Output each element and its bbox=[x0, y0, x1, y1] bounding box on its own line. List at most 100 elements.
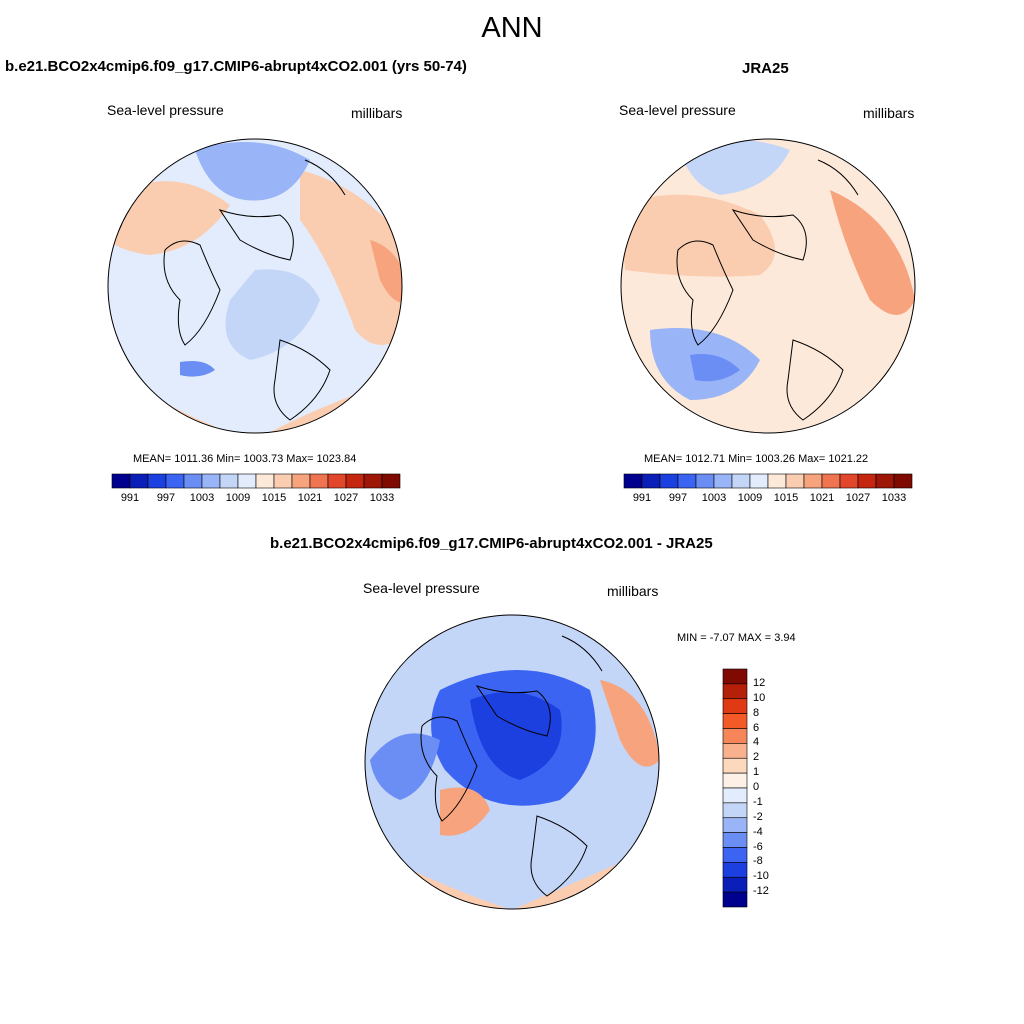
obs-colorbar bbox=[623, 473, 913, 489]
colorbar-swatch bbox=[722, 713, 748, 729]
colorbar-swatch bbox=[713, 473, 733, 489]
colorbar-tick-label: 1003 bbox=[189, 492, 215, 504]
colorbar-swatch bbox=[201, 473, 221, 489]
diff-stats: MIN = -7.07 MAX = 3.94 bbox=[677, 632, 796, 644]
colorbar-swatch bbox=[219, 473, 239, 489]
diff-colorbar bbox=[722, 668, 748, 908]
colorbar-swatch bbox=[722, 668, 748, 685]
colorbar-swatch bbox=[695, 473, 715, 489]
diff-map bbox=[365, 615, 659, 909]
colorbar-swatch bbox=[875, 473, 895, 489]
model-panel-title: b.e21.BCO2x4cmip6.f09_g17.CMIP6-abrupt4x… bbox=[5, 58, 467, 75]
colorbar-swatch bbox=[722, 802, 748, 819]
colorbar-swatch bbox=[363, 473, 383, 489]
colorbar-tick-label: 1027 bbox=[845, 492, 871, 504]
colorbar-swatch bbox=[722, 847, 748, 863]
obs-coastlines bbox=[676, 159, 859, 421]
model-coastlines bbox=[163, 159, 346, 421]
model-colorbar bbox=[111, 473, 401, 489]
model-map-border bbox=[107, 138, 403, 434]
colorbar-tick-label: 1021 bbox=[809, 492, 835, 504]
diff-field-southwest-high bbox=[440, 787, 490, 836]
colorbar-tick-label: 997 bbox=[668, 492, 688, 504]
colorbar-tick-label: 1027 bbox=[333, 492, 359, 504]
colorbar-swatch bbox=[722, 817, 748, 833]
colorbar-tick-label: 997 bbox=[156, 492, 176, 504]
colorbar-swatch bbox=[165, 473, 185, 489]
colorbar-tick-label: -2 bbox=[753, 810, 763, 823]
diff-map-border bbox=[364, 614, 660, 910]
colorbar-swatch bbox=[327, 473, 347, 489]
model-map bbox=[108, 139, 402, 433]
model-field-east-max bbox=[370, 240, 402, 303]
colorbar-tick-label: 991 bbox=[632, 492, 652, 504]
obs-map-border bbox=[620, 138, 916, 434]
diff-panel-title: b.e21.BCO2x4cmip6.f09_g17.CMIP6-abrupt4x… bbox=[270, 535, 713, 552]
colorbar-swatch bbox=[237, 473, 257, 489]
colorbar-swatch bbox=[677, 473, 697, 489]
colorbar-swatch bbox=[273, 473, 293, 489]
colorbar-tick-label: -4 bbox=[753, 825, 763, 838]
colorbar-swatch bbox=[183, 473, 203, 489]
colorbar-tick-label: 991 bbox=[120, 492, 140, 504]
model-field-north-low bbox=[195, 142, 310, 201]
colorbar-tick-label: 6 bbox=[753, 721, 760, 734]
colorbar-swatch bbox=[722, 876, 748, 893]
colorbar-tick-label: 1015 bbox=[773, 492, 799, 504]
colorbar-swatch bbox=[767, 473, 787, 489]
colorbar-swatch bbox=[731, 473, 751, 489]
obs-units-label: millibars bbox=[863, 105, 915, 121]
colorbar-tick-label: 1033 bbox=[369, 492, 395, 504]
colorbar-swatch bbox=[785, 473, 805, 489]
obs-field-north-low bbox=[680, 140, 790, 195]
colorbar-swatch bbox=[893, 473, 913, 489]
colorbar-swatch bbox=[381, 473, 401, 489]
colorbar-swatch bbox=[147, 473, 167, 489]
colorbar-swatch bbox=[309, 473, 329, 489]
colorbar-swatch bbox=[857, 473, 877, 489]
colorbar-swatch bbox=[722, 683, 748, 700]
diff-variable-label: Sea-level pressure bbox=[363, 580, 480, 596]
model-field-central-low bbox=[225, 269, 320, 360]
colorbar-tick-label: 1009 bbox=[225, 492, 251, 504]
colorbar-swatch bbox=[722, 891, 748, 908]
colorbar-swatch bbox=[641, 473, 661, 489]
colorbar-tick-label: 1009 bbox=[737, 492, 763, 504]
colorbar-tick-label: 2 bbox=[753, 751, 760, 764]
obs-panel-title: JRA25 bbox=[742, 60, 789, 77]
colorbar-swatch bbox=[722, 728, 748, 744]
colorbar-swatch bbox=[821, 473, 841, 489]
colorbar-tick-label: 10 bbox=[753, 691, 766, 704]
colorbar-swatch bbox=[129, 473, 149, 489]
obs-map bbox=[621, 139, 915, 433]
colorbar-swatch bbox=[722, 787, 748, 804]
colorbar-swatch bbox=[291, 473, 311, 489]
diff-units-label: millibars bbox=[607, 583, 659, 599]
obs-stats: MEAN= 1012.71 Min= 1003.26 Max= 1021.22 bbox=[644, 453, 869, 465]
colorbar-tick-label: 0 bbox=[753, 781, 760, 793]
diff-coastlines bbox=[420, 635, 603, 897]
colorbar-tick-label: 8 bbox=[753, 706, 760, 719]
model-field-east-positive bbox=[300, 170, 402, 345]
colorbar-swatch bbox=[345, 473, 365, 489]
colorbar-tick-label: 12 bbox=[753, 676, 766, 689]
obs-variable-label: Sea-level pressure bbox=[619, 102, 736, 118]
colorbar-swatch bbox=[722, 698, 748, 714]
model-variable-label: Sea-level pressure bbox=[107, 102, 224, 118]
model-stats: MEAN= 1011.36 Min= 1003.73 Max= 1023.84 bbox=[133, 453, 357, 465]
colorbar-tick-label: 1015 bbox=[261, 492, 287, 504]
colorbar-swatch bbox=[111, 473, 131, 489]
colorbar-swatch bbox=[659, 473, 679, 489]
model-field-south-low bbox=[180, 361, 215, 377]
colorbar-tick-label: -8 bbox=[753, 855, 763, 868]
colorbar-swatch bbox=[839, 473, 859, 489]
obs-field-south-core bbox=[690, 354, 740, 382]
colorbar-swatch bbox=[255, 473, 275, 489]
obs-field-east-high bbox=[830, 190, 915, 315]
colorbar-tick-label: 4 bbox=[753, 736, 760, 749]
colorbar-tick-label: -12 bbox=[753, 885, 769, 898]
colorbar-swatch bbox=[722, 743, 748, 759]
diff-field-core-low bbox=[470, 692, 562, 780]
colorbar-tick-label: -1 bbox=[753, 795, 763, 808]
